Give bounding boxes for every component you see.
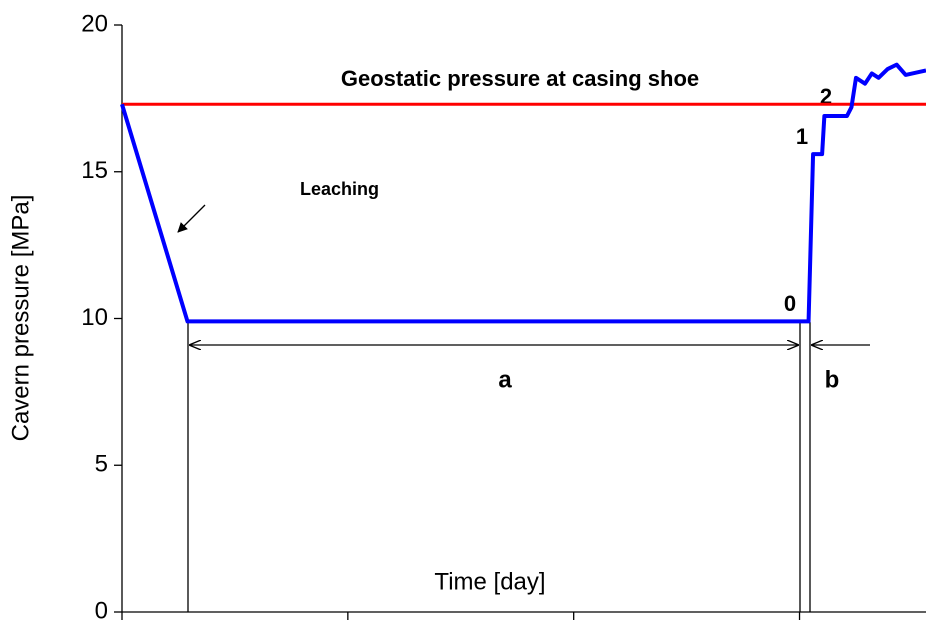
y-tick-label: 5 — [95, 451, 108, 478]
y-tick-label: 15 — [81, 157, 108, 184]
annotation: 2 — [820, 84, 832, 109]
dimension-lines — [177, 204, 870, 612]
data-line — [120, 62, 926, 324]
annotation: Leaching — [300, 179, 379, 199]
annotation: 0 — [784, 291, 796, 316]
annotation: b — [825, 366, 840, 393]
x-axis-label: Time [day] — [434, 568, 545, 595]
y-tick-label: 20 — [81, 10, 108, 37]
y-tick-label: 10 — [81, 304, 108, 331]
reference-label: Geostatic pressure at casing shoe — [341, 66, 699, 91]
annotation: 1 — [796, 124, 808, 149]
y-tick-label: 0 — [95, 597, 108, 621]
y-axis-label: Cavern pressure [MPa] — [7, 195, 34, 442]
annotation: a — [498, 366, 512, 393]
